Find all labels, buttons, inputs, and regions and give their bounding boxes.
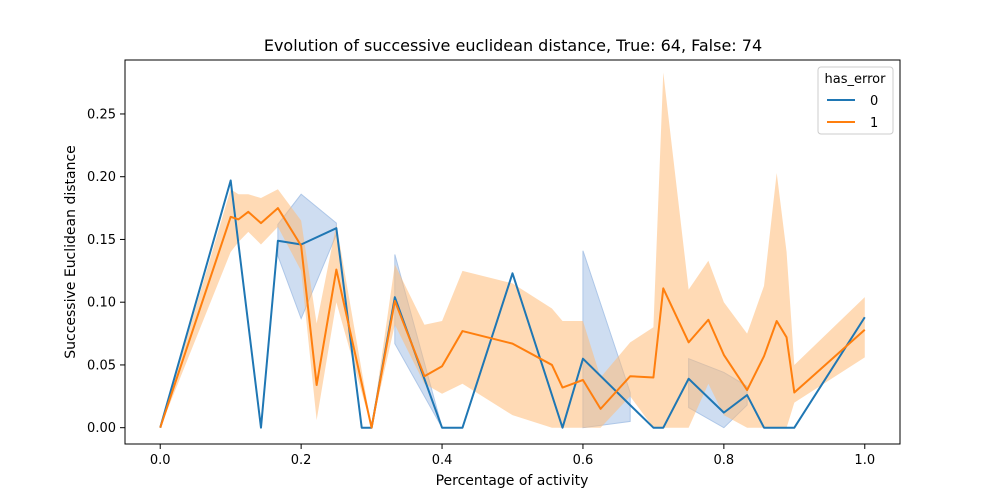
series-layer	[159, 72, 866, 429]
plot-frame	[124, 59, 901, 445]
x-tick-label: 1.0	[854, 453, 875, 468]
y-axis-label: Successive Euclidean distance	[63, 145, 79, 359]
x-axis-ticks: 0.0 0.2 0.4 0.6 0.8 1.0	[150, 444, 875, 468]
y-axis-ticks: 0.00 0.05 0.10 0.15 0.20 0.25	[87, 107, 125, 436]
legend-label-0: 0	[870, 94, 878, 109]
x-tick-label: 0.0	[150, 453, 171, 468]
y-tick-label: 0.00	[87, 421, 116, 436]
y-tick-label: 0.15	[87, 233, 116, 248]
legend: has_error 0 1	[817, 66, 894, 135]
series-1-ci-band	[160, 72, 865, 428]
x-tick-label: 0.8	[714, 453, 735, 468]
legend-box	[817, 66, 894, 135]
legend-label-1: 1	[870, 116, 878, 131]
series-0-line	[159, 179, 866, 429]
x-tick-label: 0.6	[573, 453, 594, 468]
x-tick-label: 0.4	[432, 453, 453, 468]
y-tick-label: 0.25	[87, 107, 116, 122]
chart-title: Evolution of successive euclidean distan…	[264, 36, 762, 55]
y-tick-label: 0.10	[87, 296, 116, 311]
legend-title: has_error	[825, 72, 887, 87]
x-axis-label: Percentage of activity	[436, 473, 589, 489]
y-tick-label: 0.20	[87, 170, 116, 185]
x-tick-label: 0.2	[291, 453, 312, 468]
series-1-line	[159, 207, 866, 429]
y-tick-label: 0.05	[87, 358, 116, 373]
